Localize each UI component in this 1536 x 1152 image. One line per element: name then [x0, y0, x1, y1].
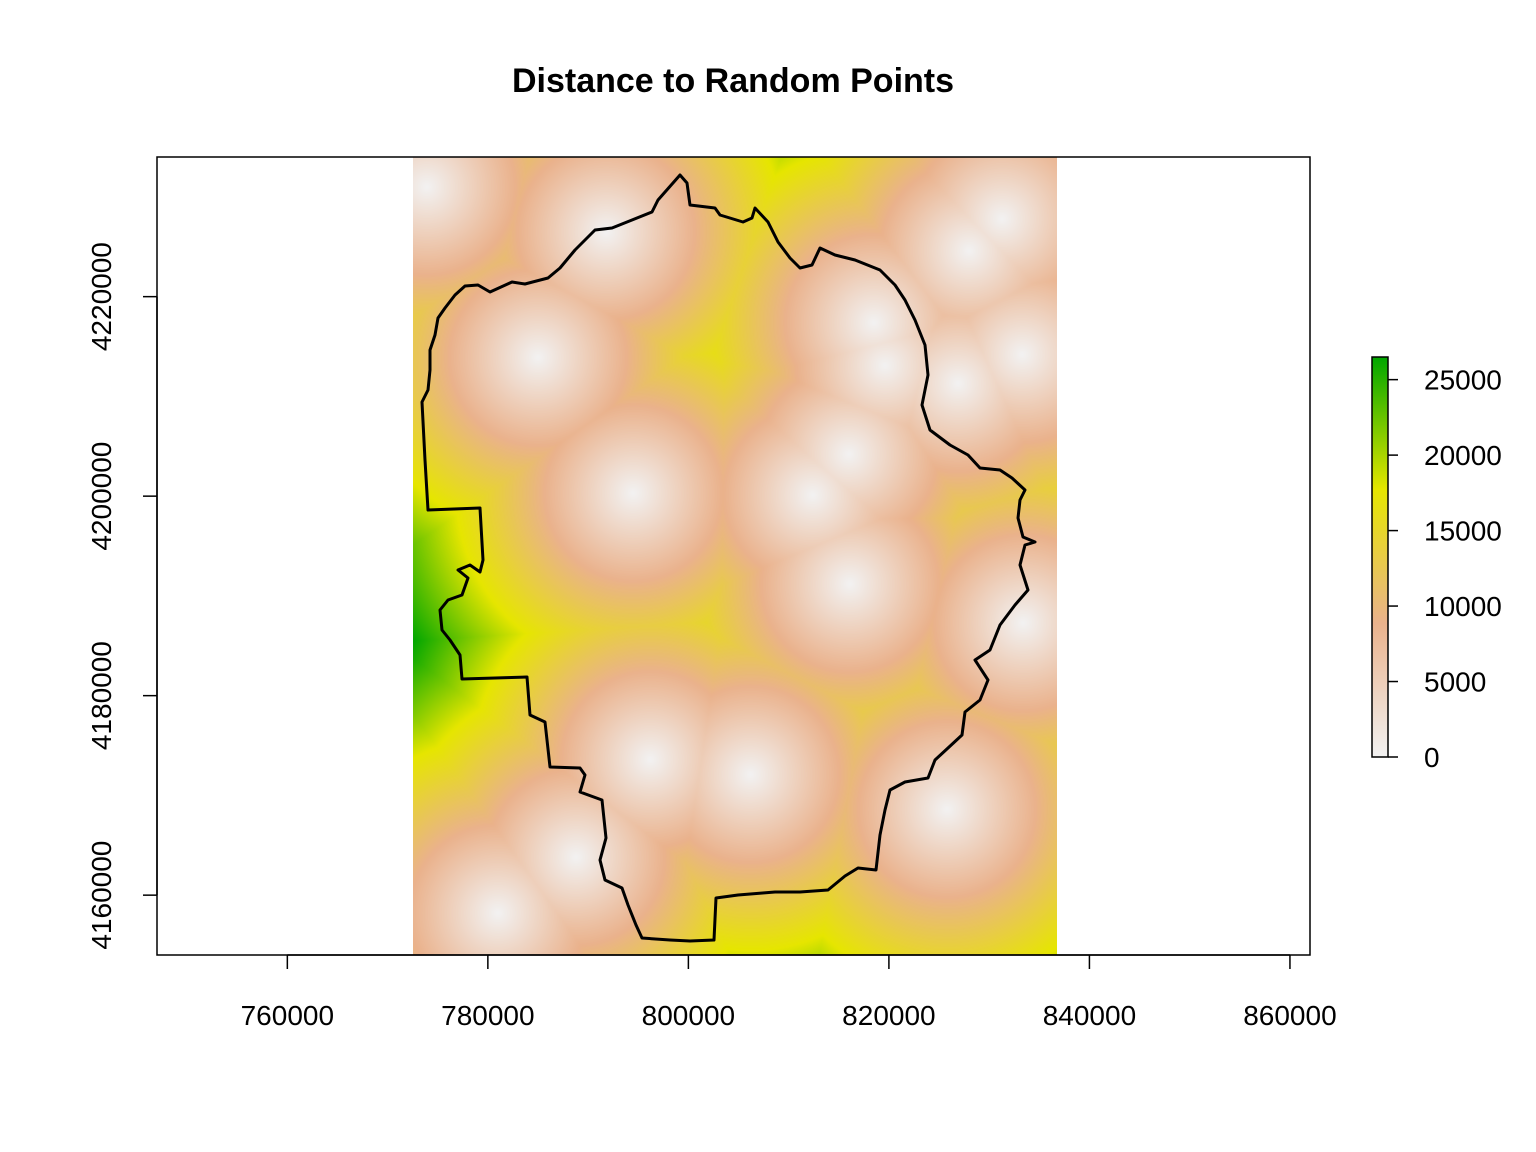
legend-color-bar: [1371, 356, 1389, 758]
x-tick-label: 760000: [241, 1000, 334, 1031]
legend-tick-label: 5000: [1424, 667, 1486, 698]
distance-raster: [413, 157, 1057, 955]
legend-tick-label: 20000: [1424, 440, 1502, 471]
y-tick-label: 4180000: [86, 641, 117, 750]
y-tick-label: 4160000: [86, 841, 117, 950]
legend-tick-label: 25000: [1424, 365, 1502, 396]
x-axis: 760000 780000 800000 820000 840000 860000: [241, 954, 1337, 1031]
color-legend: 0 5000 10000 15000 20000 25000: [1371, 356, 1502, 773]
chart-title: Distance to Random Points: [512, 62, 954, 100]
park-boundary: [420, 173, 1037, 943]
x-tick-label: 860000: [1243, 1000, 1336, 1031]
y-tick-label: 4220000: [86, 242, 117, 351]
x-tick-label: 780000: [441, 1000, 534, 1031]
raster-image: [413, 157, 1057, 955]
y-axis: 4160000 4180000 4200000 4220000: [86, 242, 158, 950]
x-tick-label: 800000: [642, 1000, 735, 1031]
legend-tick-label: 0: [1424, 742, 1440, 773]
x-tick-label: 840000: [1043, 1000, 1136, 1031]
legend-tick-label: 15000: [1424, 516, 1502, 547]
y-tick-label: 4200000: [86, 442, 117, 551]
x-tick-label: 820000: [842, 1000, 935, 1031]
legend-tick-label: 10000: [1424, 591, 1502, 622]
